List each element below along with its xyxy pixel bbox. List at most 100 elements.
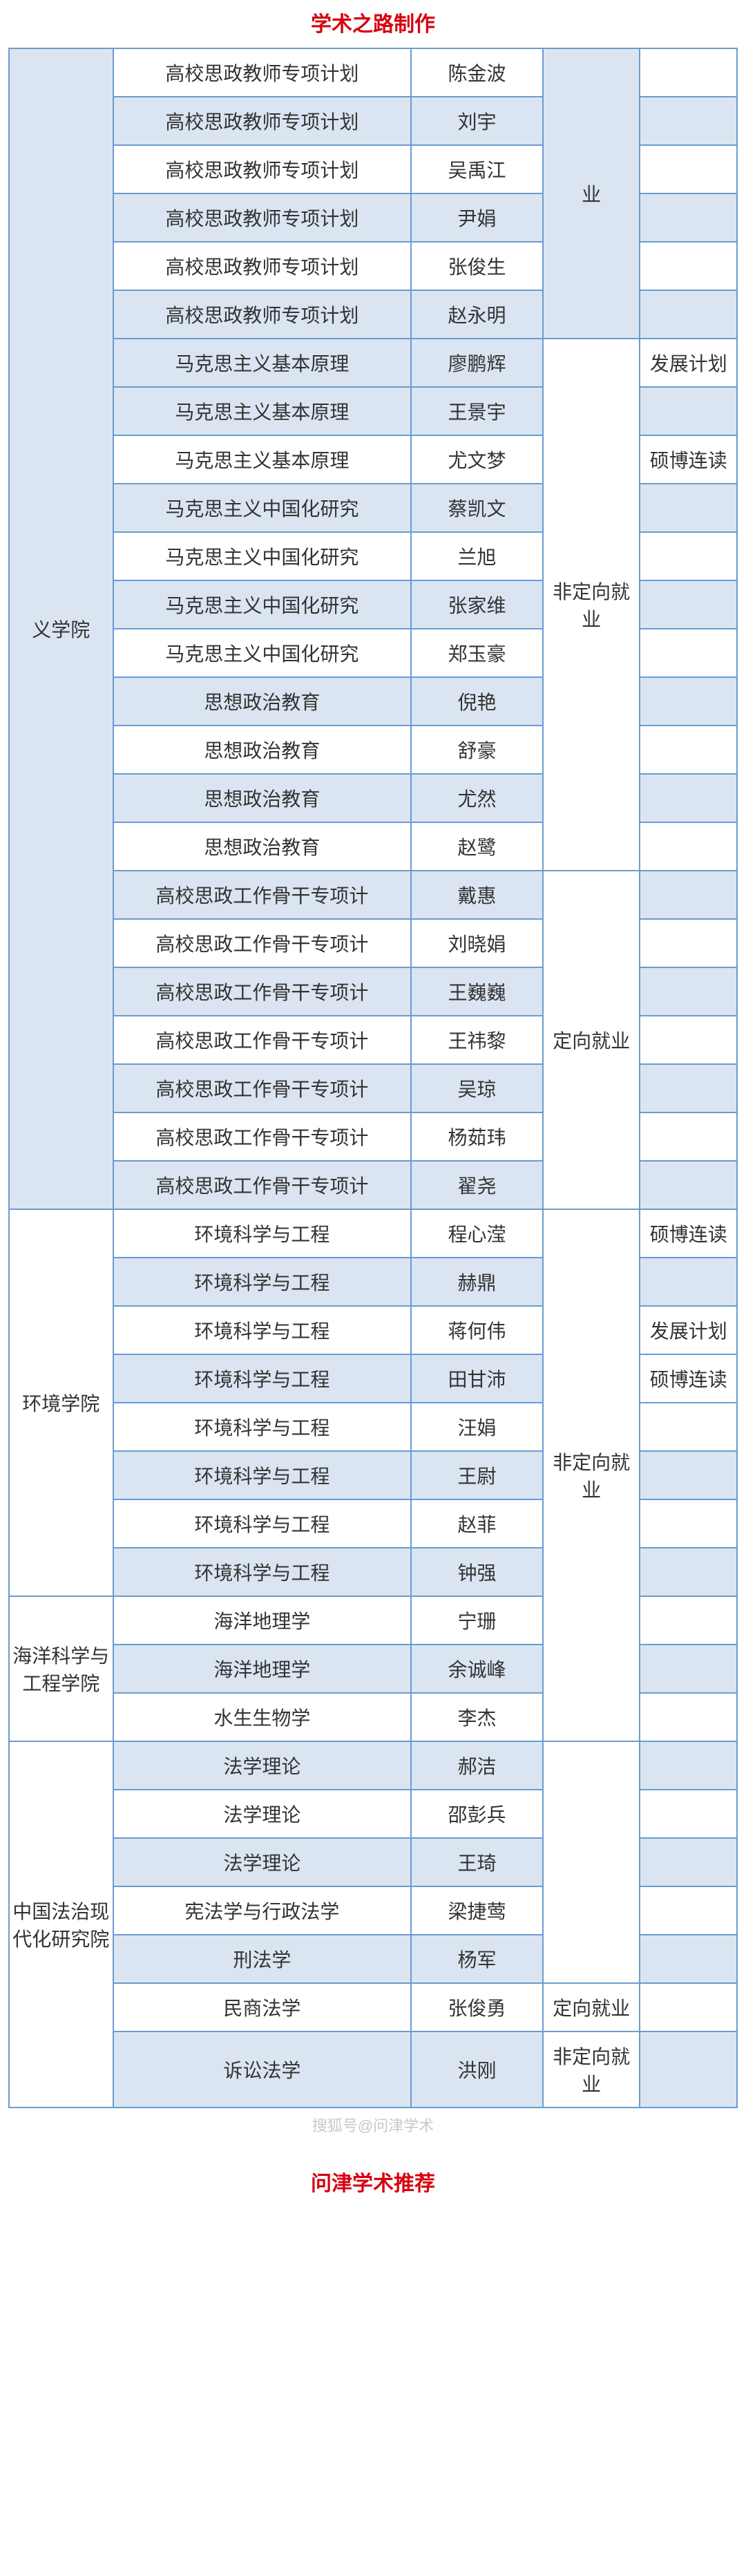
- note-cell: [640, 2032, 737, 2108]
- major-cell: 马克思主义中国化研究: [113, 532, 412, 580]
- footer-title: 问津学术推荐: [0, 2139, 746, 2210]
- note-cell: [640, 1112, 737, 1161]
- name-cell: 蒋何伟: [411, 1306, 543, 1354]
- major-cell: 海洋地理学: [113, 1596, 412, 1645]
- direction-cell: 定向就业: [543, 1983, 640, 2032]
- admission-table: 义学院高校思政教师专项计划陈金波业高校思政教师专项计划刘宇高校思政教师专项计划吴…: [8, 48, 738, 2108]
- major-cell: 高校思政工作骨干专项计: [113, 1016, 412, 1064]
- major-cell: 马克思主义基本原理: [113, 435, 412, 484]
- name-cell: 余诚峰: [411, 1645, 543, 1693]
- watermark: 搜狐号@问津学术: [0, 2108, 746, 2139]
- major-cell: 法学理论: [113, 1741, 412, 1790]
- name-cell: 郝洁: [411, 1741, 543, 1790]
- table-row: 诉讼法学洪刚非定向就业: [9, 2032, 737, 2108]
- note-cell: [640, 1258, 737, 1306]
- dept-cell: 海洋科学与工程学院: [9, 1596, 113, 1741]
- major-cell: 高校思政工作骨干专项计: [113, 919, 412, 967]
- note-cell: [640, 1886, 737, 1935]
- major-cell: 海洋地理学: [113, 1645, 412, 1693]
- name-cell: 郑玉豪: [411, 629, 543, 677]
- name-cell: 赫鼎: [411, 1258, 543, 1306]
- direction-cell: 非定向就业: [543, 339, 640, 871]
- note-cell: [640, 1741, 737, 1790]
- note-cell: [640, 1645, 737, 1693]
- name-cell: 刘晓娟: [411, 919, 543, 967]
- major-cell: 高校思政工作骨干专项计: [113, 967, 412, 1016]
- name-cell: 张俊生: [411, 242, 543, 290]
- note-cell: [640, 629, 737, 677]
- name-cell: 舒豪: [411, 726, 543, 774]
- note-cell: 硕博连读: [640, 1354, 737, 1403]
- name-cell: 刘宇: [411, 97, 543, 145]
- major-cell: 高校思政工作骨干专项计: [113, 1161, 412, 1209]
- note-cell: [640, 967, 737, 1016]
- note-cell: [640, 726, 737, 774]
- direction-cell: 非定向就业: [543, 1209, 640, 1741]
- note-cell: [640, 1161, 737, 1209]
- note-cell: [640, 1983, 737, 2032]
- table-row: 高校思政工作骨干专项计戴惠定向就业: [9, 871, 737, 919]
- table-row: 民商法学张俊勇定向就业: [9, 1983, 737, 2032]
- name-cell: 倪艳: [411, 677, 543, 726]
- name-cell: 杨茹玮: [411, 1112, 543, 1161]
- page-title: 学术之路制作: [0, 0, 746, 48]
- major-cell: 马克思主义基本原理: [113, 339, 412, 387]
- major-cell: 高校思政教师专项计划: [113, 145, 412, 193]
- note-cell: [640, 1596, 737, 1645]
- name-cell: 程心滢: [411, 1209, 543, 1258]
- table-container: 义学院高校思政教师专项计划陈金波业高校思政教师专项计划刘宇高校思政教师专项计划吴…: [0, 48, 746, 2108]
- major-cell: 民商法学: [113, 1983, 412, 2032]
- name-cell: 赵永明: [411, 290, 543, 339]
- note-cell: 发展计划: [640, 1306, 737, 1354]
- note-cell: 硕博连读: [640, 435, 737, 484]
- name-cell: 尹娟: [411, 193, 543, 242]
- name-cell: 蔡凯文: [411, 484, 543, 532]
- major-cell: 环境科学与工程: [113, 1354, 412, 1403]
- table-row: 中国法治现代化研究院法学理论郝洁: [9, 1741, 737, 1790]
- note-cell: [640, 532, 737, 580]
- name-cell: 张家维: [411, 580, 543, 629]
- name-cell: 赵鹭: [411, 822, 543, 871]
- note-cell: [640, 1790, 737, 1838]
- note-cell: 硕博连读: [640, 1209, 737, 1258]
- note-cell: [640, 242, 737, 290]
- note-cell: 发展计划: [640, 339, 737, 387]
- note-cell: [640, 1451, 737, 1499]
- major-cell: 法学理论: [113, 1838, 412, 1886]
- major-cell: 高校思政工作骨干专项计: [113, 1112, 412, 1161]
- major-cell: 高校思政工作骨干专项计: [113, 871, 412, 919]
- direction-cell: [543, 1741, 640, 1983]
- note-cell: [640, 193, 737, 242]
- note-cell: [640, 822, 737, 871]
- name-cell: 陈金波: [411, 48, 543, 97]
- note-cell: [640, 677, 737, 726]
- note-cell: [640, 1935, 737, 1983]
- major-cell: 高校思政教师专项计划: [113, 48, 412, 97]
- note-cell: [640, 1838, 737, 1886]
- major-cell: 高校思政教师专项计划: [113, 242, 412, 290]
- name-cell: 钟强: [411, 1548, 543, 1596]
- name-cell: 王景宇: [411, 387, 543, 435]
- table-row: 义学院高校思政教师专项计划陈金波业: [9, 48, 737, 97]
- note-cell: [640, 1403, 737, 1451]
- name-cell: 李杰: [411, 1693, 543, 1741]
- direction-cell: 定向就业: [543, 871, 640, 1209]
- major-cell: 高校思政教师专项计划: [113, 193, 412, 242]
- name-cell: 王尉: [411, 1451, 543, 1499]
- note-cell: [640, 774, 737, 822]
- major-cell: 高校思政教师专项计划: [113, 290, 412, 339]
- note-cell: [640, 387, 737, 435]
- major-cell: 高校思政工作骨干专项计: [113, 1064, 412, 1112]
- name-cell: 梁捷莺: [411, 1886, 543, 1935]
- major-cell: 环境科学与工程: [113, 1499, 412, 1548]
- dept-cell: 中国法治现代化研究院: [9, 1741, 113, 2108]
- name-cell: 汪娟: [411, 1403, 543, 1451]
- name-cell: 戴惠: [411, 871, 543, 919]
- major-cell: 环境科学与工程: [113, 1548, 412, 1596]
- name-cell: 杨军: [411, 1935, 543, 1983]
- direction-cell: 业: [543, 48, 640, 339]
- note-cell: [640, 580, 737, 629]
- note-cell: [640, 290, 737, 339]
- name-cell: 洪刚: [411, 2032, 543, 2108]
- note-cell: [640, 484, 737, 532]
